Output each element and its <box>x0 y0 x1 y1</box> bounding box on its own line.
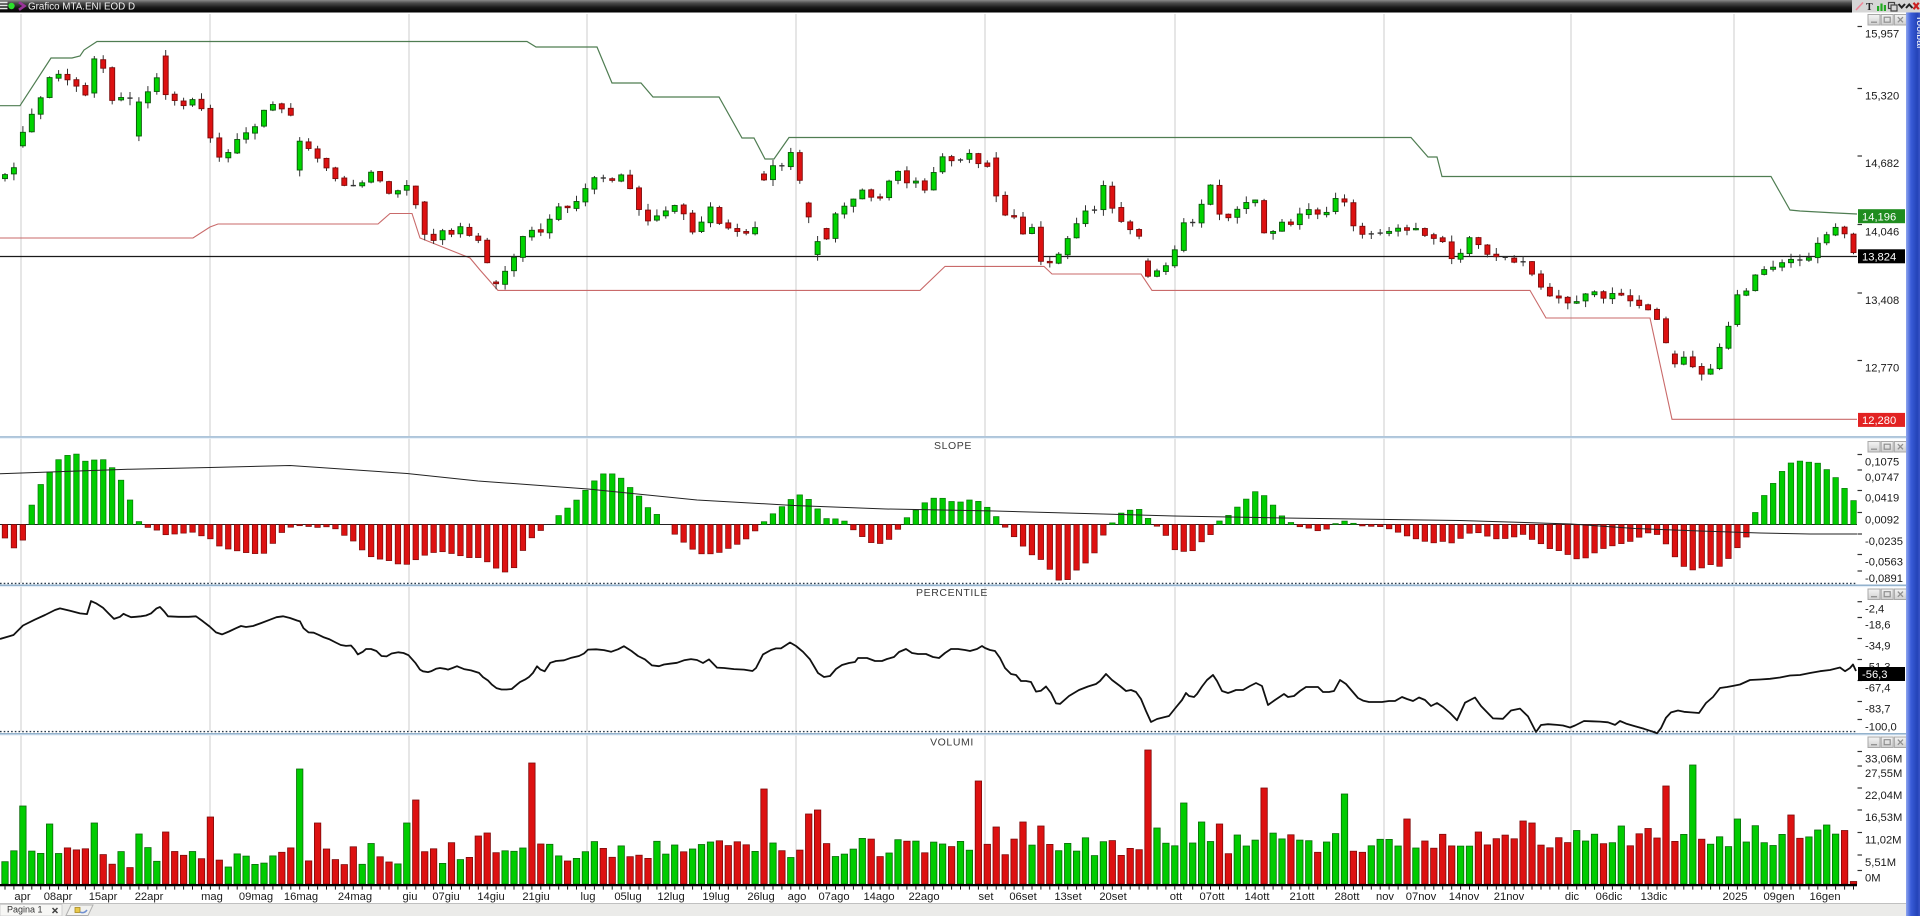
svg-text:16gen: 16gen <box>1809 891 1840 903</box>
svg-text:22,04M: 22,04M <box>1865 790 1902 802</box>
svg-text:16mag: 16mag <box>284 891 318 903</box>
svg-text:0,0747: 0,0747 <box>1865 472 1899 484</box>
svg-text:ott: ott <box>1170 891 1183 903</box>
svg-text:-100,0: -100,0 <box>1865 721 1897 733</box>
svg-text:15,957: 15,957 <box>1865 28 1899 40</box>
svg-text:12,770: 12,770 <box>1865 362 1899 374</box>
svg-text:giu: giu <box>403 891 418 903</box>
svg-text:15,320: 15,320 <box>1865 90 1899 102</box>
svg-text:14,046: 14,046 <box>1865 226 1899 238</box>
svg-text:2025: 2025 <box>1723 891 1748 903</box>
svg-text:07ott: 07ott <box>1200 891 1226 903</box>
svg-text:22apr: 22apr <box>135 891 164 903</box>
svg-text:06set: 06set <box>1009 891 1037 903</box>
svg-text:-0,0235: -0,0235 <box>1865 536 1903 548</box>
svg-text:-2,4: -2,4 <box>1865 604 1884 616</box>
svg-text:05lug: 05lug <box>614 891 641 903</box>
svg-text:VOLUMI: VOLUMI <box>930 737 974 749</box>
svg-text:07giu: 07giu <box>432 891 459 903</box>
svg-text:-67,4: -67,4 <box>1865 682 1891 694</box>
svg-text:T: T <box>1866 2 1873 13</box>
svg-text:nov: nov <box>1376 891 1394 903</box>
svg-text:09mag: 09mag <box>239 891 273 903</box>
svg-text:19lug: 19lug <box>702 891 729 903</box>
svg-text:13,824: 13,824 <box>1862 251 1896 263</box>
svg-text:5,51M: 5,51M <box>1865 857 1896 869</box>
svg-text:14ott: 14ott <box>1245 891 1271 903</box>
svg-text:14,682: 14,682 <box>1865 158 1899 170</box>
svg-text:-83,7: -83,7 <box>1865 703 1891 715</box>
svg-text:-56,3: -56,3 <box>1862 669 1888 681</box>
svg-text:09gen: 09gen <box>1763 891 1794 903</box>
svg-text:-34,9: -34,9 <box>1865 640 1891 652</box>
svg-text:14ago: 14ago <box>863 891 894 903</box>
svg-text:20set: 20set <box>1099 891 1127 903</box>
svg-text:21ott: 21ott <box>1290 891 1316 903</box>
svg-text:06dic: 06dic <box>1596 891 1623 903</box>
svg-text:PERCENTILE: PERCENTILE <box>916 587 988 599</box>
svg-text:set: set <box>979 891 995 903</box>
svg-text:13set: 13set <box>1054 891 1082 903</box>
svg-text:11,02M: 11,02M <box>1865 834 1901 846</box>
svg-text:14giu: 14giu <box>477 891 504 903</box>
svg-text:16,53M: 16,53M <box>1865 812 1902 824</box>
svg-text:Grafico MTA.ENI EOD D: Grafico MTA.ENI EOD D <box>28 1 135 12</box>
svg-text:33,06M: 33,06M <box>1865 753 1902 765</box>
svg-text:14,196: 14,196 <box>1862 211 1896 223</box>
svg-text:13dic: 13dic <box>1641 891 1668 903</box>
svg-text:22ago: 22ago <box>908 891 939 903</box>
svg-text:13,408: 13,408 <box>1865 295 1899 307</box>
svg-text:08apr: 08apr <box>44 891 73 903</box>
svg-text:apr: apr <box>14 891 30 903</box>
svg-text:21nov: 21nov <box>1494 891 1525 903</box>
svg-text:0M: 0M <box>1865 872 1881 884</box>
svg-text:26lug: 26lug <box>747 891 774 903</box>
svg-text:0,0419: 0,0419 <box>1865 492 1899 504</box>
svg-text:14nov: 14nov <box>1449 891 1480 903</box>
svg-text:24mag: 24mag <box>338 891 372 903</box>
svg-text:lug: lug <box>581 891 596 903</box>
svg-text:27,55M: 27,55M <box>1865 768 1902 780</box>
svg-text:Pagina 1: Pagina 1 <box>7 905 43 915</box>
svg-text:15apr: 15apr <box>89 891 118 903</box>
svg-text:0,0092: 0,0092 <box>1865 514 1899 526</box>
svg-text:-0,0563: -0,0563 <box>1865 556 1903 568</box>
svg-text:-0,0891: -0,0891 <box>1865 573 1903 585</box>
svg-text:07ago: 07ago <box>818 891 849 903</box>
svg-text:07nov: 07nov <box>1406 891 1437 903</box>
svg-text:0,1075: 0,1075 <box>1865 456 1899 468</box>
svg-text:mag: mag <box>201 891 223 903</box>
svg-text:SLOPE: SLOPE <box>934 440 972 452</box>
svg-text:12,280: 12,280 <box>1862 415 1896 427</box>
svg-text:21giu: 21giu <box>522 891 549 903</box>
svg-text:-18,6: -18,6 <box>1865 619 1891 631</box>
svg-text:Toolbar: Toolbar <box>1914 15 1920 50</box>
svg-text:ago: ago <box>788 891 807 903</box>
svg-text:dic: dic <box>1565 891 1580 903</box>
svg-text:12lug: 12lug <box>657 891 684 903</box>
svg-text:28ott: 28ott <box>1335 891 1361 903</box>
